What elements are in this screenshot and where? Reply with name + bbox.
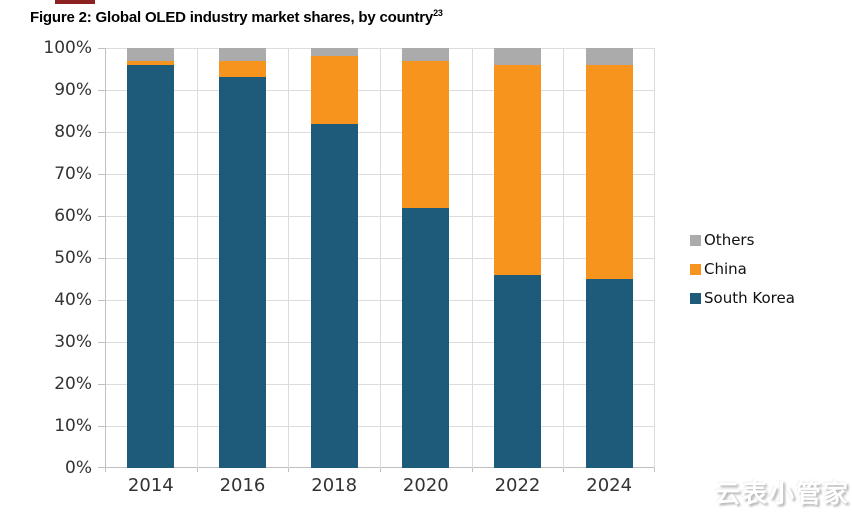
y-tick-mark [98, 467, 105, 468]
top-accent-bar [55, 0, 95, 4]
y-tick-mark [98, 342, 105, 343]
legend-swatch-others [690, 234, 701, 246]
bar-segment-others [310, 48, 358, 57]
legend-item-others: Others [690, 231, 795, 249]
x-tick-label: 2020 [402, 475, 449, 496]
y-tick-label: 90% [54, 80, 92, 100]
gridline-vertical [288, 48, 290, 468]
y-tick-label: 40% [54, 290, 92, 310]
x-tick-mark [105, 468, 106, 472]
bar-segment-others [219, 48, 266, 61]
y-tick-label: 70% [54, 164, 92, 184]
bar-segment-others [402, 48, 450, 61]
figure-title-text: Figure 2: Global OLED industry market sh… [30, 9, 434, 26]
y-tick-mark [98, 90, 105, 91]
bar-segment-china [127, 60, 175, 65]
bar-segment-south-korea [402, 207, 450, 468]
gridline-vertical [471, 48, 473, 468]
legend: Others China South Korea [690, 231, 795, 318]
legend-swatch-south-korea [690, 292, 701, 304]
x-tick-mark [380, 468, 381, 472]
legend-label: China [704, 260, 747, 278]
x-tick-label: 2022 [494, 475, 541, 496]
y-tick-label: 20% [54, 374, 92, 394]
y-tick-label: 50% [54, 248, 92, 268]
y-tick-label: 100% [43, 38, 92, 58]
gridline-vertical [105, 48, 106, 468]
figure-title-footnote-ref: 23 [433, 8, 443, 18]
gridline-vertical [654, 48, 655, 468]
plot-area [105, 48, 655, 468]
y-tick-mark [98, 48, 105, 49]
bar-segment-south-korea [494, 274, 541, 468]
bar-segment-china [585, 64, 633, 279]
gridline-vertical [380, 48, 381, 468]
x-tick-label: 2016 [219, 475, 266, 496]
y-tick-mark [98, 258, 105, 259]
legend-label: Others [704, 231, 755, 249]
y-tick-label: 0% [65, 458, 92, 478]
x-tick-mark [196, 468, 198, 472]
legend-item-china: China [690, 260, 795, 278]
y-tick-label: 60% [54, 206, 92, 226]
bar-segment-others [585, 48, 633, 65]
y-tick-label: 10% [54, 416, 92, 436]
legend-label: South Korea [704, 289, 795, 307]
bar-segment-south-korea [219, 77, 266, 468]
gridline-vertical [196, 48, 198, 468]
y-tick-mark [98, 384, 105, 385]
bar-segment-south-korea [585, 279, 633, 468]
y-tick-label: 30% [54, 332, 92, 352]
bar-segment-others [494, 48, 541, 65]
x-tick-mark [471, 468, 473, 472]
legend-swatch-china [690, 263, 701, 275]
y-tick-mark [98, 132, 105, 133]
figure-title: Figure 2: Global OLED industry market sh… [30, 8, 443, 26]
bar-segment-china [219, 60, 266, 78]
bar-segment-south-korea [310, 123, 358, 468]
bar-segment-others [127, 48, 175, 61]
bar-segment-china [494, 64, 541, 275]
x-tick-label: 2018 [311, 475, 358, 496]
legend-item-south-korea: South Korea [690, 289, 795, 307]
x-tick-label: 2014 [127, 475, 174, 496]
y-tick-mark [98, 174, 105, 175]
bar-segment-china [310, 56, 358, 124]
x-tick-label: 2024 [586, 475, 633, 496]
x-tick-mark [563, 468, 565, 472]
y-tick-mark [98, 426, 105, 427]
y-tick-label: 80% [54, 122, 92, 142]
bar-segment-south-korea [127, 64, 175, 468]
y-tick-mark [98, 300, 105, 301]
x-tick-mark [288, 468, 290, 472]
x-tick-mark [654, 468, 655, 472]
gridline-vertical [563, 48, 565, 468]
y-tick-mark [98, 216, 105, 217]
watermark: 云表小管家 [714, 479, 850, 508]
bar-segment-china [402, 60, 450, 208]
